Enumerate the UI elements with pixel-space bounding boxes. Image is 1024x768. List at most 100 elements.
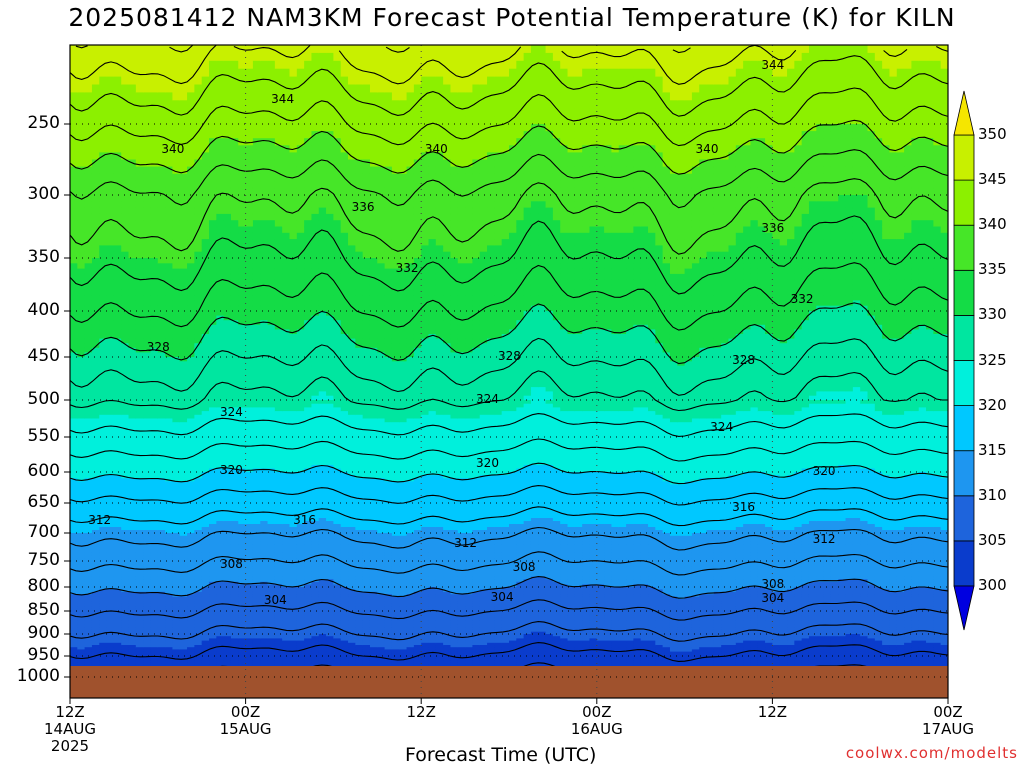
theta-cell [202, 400, 210, 404]
theta-cell [92, 469, 100, 473]
theta-cell [150, 448, 158, 452]
theta-cell [268, 311, 276, 316]
theta-cell [70, 462, 78, 466]
theta-cell [216, 208, 224, 215]
theta-cell [143, 285, 151, 291]
theta-cell [129, 465, 137, 469]
theta-cell [77, 300, 85, 306]
theta-cell [121, 329, 129, 334]
theta-cell [187, 400, 195, 404]
theta-cell [99, 391, 107, 396]
theta-cell [85, 366, 93, 371]
theta-cell [231, 131, 239, 139]
theta-cell [216, 227, 224, 234]
theta-cell [136, 334, 144, 339]
theta-cell [180, 437, 188, 441]
theta-cell [260, 61, 268, 70]
theta-cell [209, 69, 217, 78]
theta-cell [275, 370, 283, 375]
theta-cell [253, 300, 261, 306]
theta-cell [158, 400, 166, 404]
theta-cell [187, 92, 195, 101]
theta-cell [172, 100, 180, 109]
theta-cell [268, 145, 276, 153]
theta-cell [121, 77, 129, 86]
theta-cell [231, 269, 239, 275]
theta-cell [136, 195, 144, 202]
theta-cell [253, 188, 261, 196]
theta-cell [268, 124, 276, 132]
theta-cell [253, 458, 261, 462]
theta-cell [275, 366, 283, 371]
theta-cell [143, 407, 151, 411]
theta-cell [260, 437, 268, 441]
theta-cell [143, 108, 151, 117]
theta-cell [209, 400, 217, 404]
theta-cell [194, 295, 202, 301]
theta-cell [231, 370, 239, 375]
theta-cell [275, 430, 283, 434]
theta-cell [180, 465, 188, 469]
theta-cell [77, 444, 85, 448]
theta-cell [268, 415, 276, 419]
theta-cell [136, 441, 144, 445]
theta-cell [129, 61, 137, 70]
theta-cell [202, 320, 210, 325]
theta-cell [275, 411, 283, 415]
theta-cell [246, 124, 254, 132]
theta-cell [158, 437, 166, 441]
theta-cell [209, 152, 217, 160]
theta-cell [275, 415, 283, 419]
theta-cell [150, 53, 158, 62]
theta-cell [202, 45, 210, 54]
theta-cell [209, 433, 217, 437]
theta-cell [158, 407, 166, 411]
theta-cell [99, 188, 107, 196]
theta-cell [216, 263, 224, 269]
theta-cell [202, 441, 210, 445]
theta-cell [253, 227, 261, 234]
theta-cell [99, 285, 107, 291]
theta-cell [77, 370, 85, 375]
theta-cell [70, 370, 78, 375]
theta-cell [282, 426, 290, 430]
theta-cell [246, 220, 254, 227]
theta-cell [260, 77, 268, 86]
theta-cell [114, 316, 122, 321]
theta-cell [246, 252, 254, 259]
theta-cell [158, 396, 166, 401]
theta-cell [99, 295, 107, 301]
theta-cell [165, 258, 173, 264]
theta-cell [246, 290, 254, 296]
theta-cell [92, 316, 100, 321]
theta-cell [129, 329, 137, 334]
theta-cell [121, 214, 129, 221]
theta-cell [246, 233, 254, 240]
theta-cell [172, 411, 180, 415]
theta-cell [187, 311, 195, 316]
theta-cell [70, 245, 78, 252]
theta-cell [209, 233, 217, 240]
theta-cell [158, 53, 166, 62]
theta-cell [129, 258, 137, 264]
theta-cell [216, 53, 224, 62]
theta-cell [224, 263, 232, 269]
theta-cell [99, 407, 107, 411]
theta-cell [209, 458, 217, 462]
theta-cell [246, 422, 254, 426]
theta-cell [150, 195, 158, 202]
theta-cell [129, 387, 137, 392]
theta-cell [121, 430, 129, 434]
theta-cell [231, 263, 239, 269]
theta-cell [129, 245, 137, 252]
theta-cell [150, 311, 158, 316]
theta-cell [92, 290, 100, 296]
theta-cell [150, 300, 158, 306]
theta-cell [202, 239, 210, 246]
theta-cell [158, 325, 166, 330]
theta-cell [216, 422, 224, 426]
theta-cell [268, 116, 276, 125]
theta-cell [209, 329, 217, 334]
theta-cell [136, 415, 144, 419]
theta-cell [180, 329, 188, 334]
